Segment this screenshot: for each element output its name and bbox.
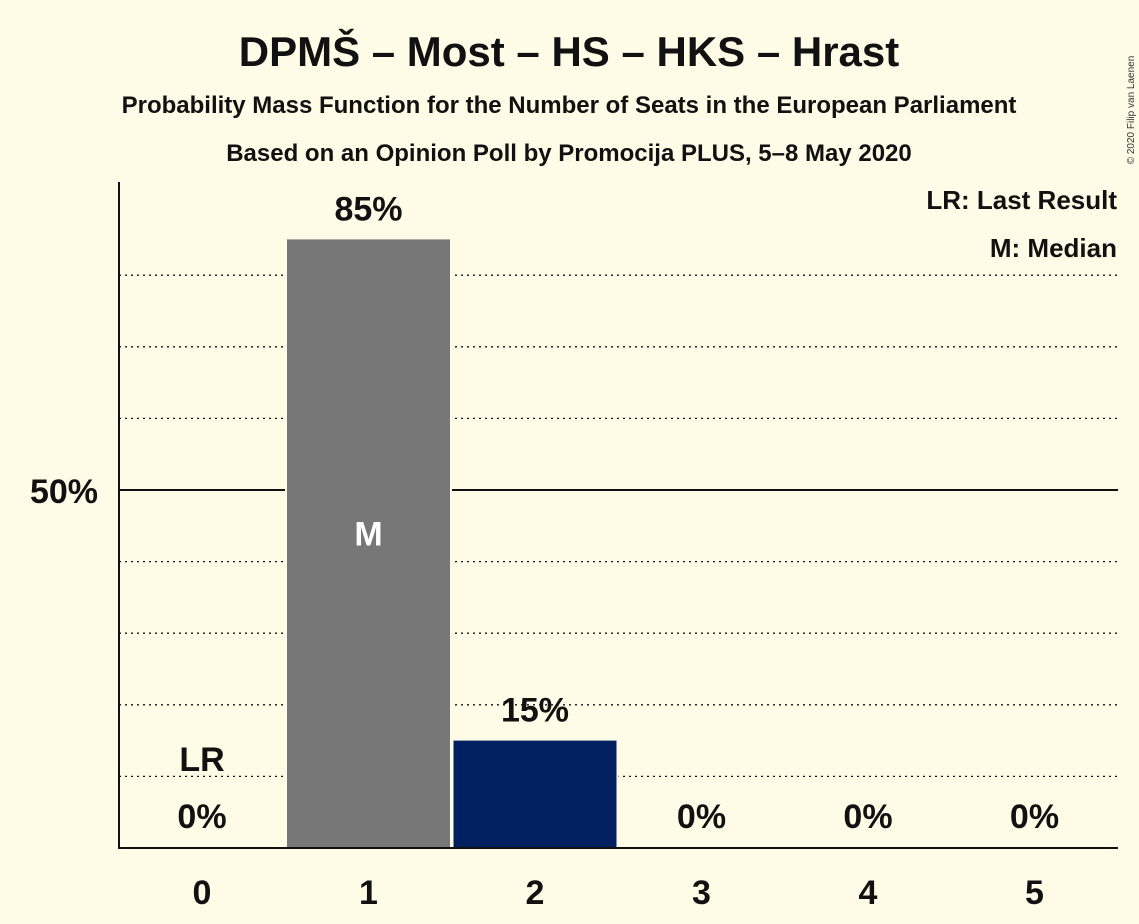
value-label: 15% (501, 692, 569, 730)
legend-last-result: LR: Last Result (926, 185, 1117, 215)
value-labels: 0% 85% 15% 0% 0% 0% M LR (177, 190, 1059, 836)
value-label: 0% (677, 798, 726, 836)
x-tick-label: 3 (692, 874, 711, 912)
x-tick-label: 1 (359, 874, 378, 912)
chart-subtitle: Probability Mass Function for the Number… (122, 92, 1017, 119)
bars (285, 237, 619, 848)
gridlines (119, 274, 1118, 778)
chart-source: Based on an Opinion Poll by Promocija PL… (226, 140, 912, 167)
x-tick-label: 0 (193, 874, 212, 912)
copyright-note: © 2020 Filip van Laenen (1126, 56, 1137, 165)
bar (287, 239, 450, 848)
bar (453, 740, 617, 848)
x-tick-label: 4 (859, 874, 878, 912)
y-tick-label-50: 50% (30, 473, 98, 511)
last-result-marker: LR (179, 741, 224, 779)
value-label: 0% (1010, 798, 1059, 836)
x-tick-label: 2 (526, 874, 545, 912)
value-label: 0% (843, 798, 892, 836)
x-tick-label: 5 (1025, 874, 1044, 912)
x-tick-labels: 0 1 2 3 4 5 (193, 874, 1044, 912)
value-label: 0% (177, 798, 226, 836)
value-label: 85% (334, 190, 402, 228)
chart-title: DPMŠ – Most – HS – HKS – Hrast (239, 27, 900, 75)
legend-median: M: Median (990, 233, 1117, 263)
median-marker: M (354, 516, 382, 554)
